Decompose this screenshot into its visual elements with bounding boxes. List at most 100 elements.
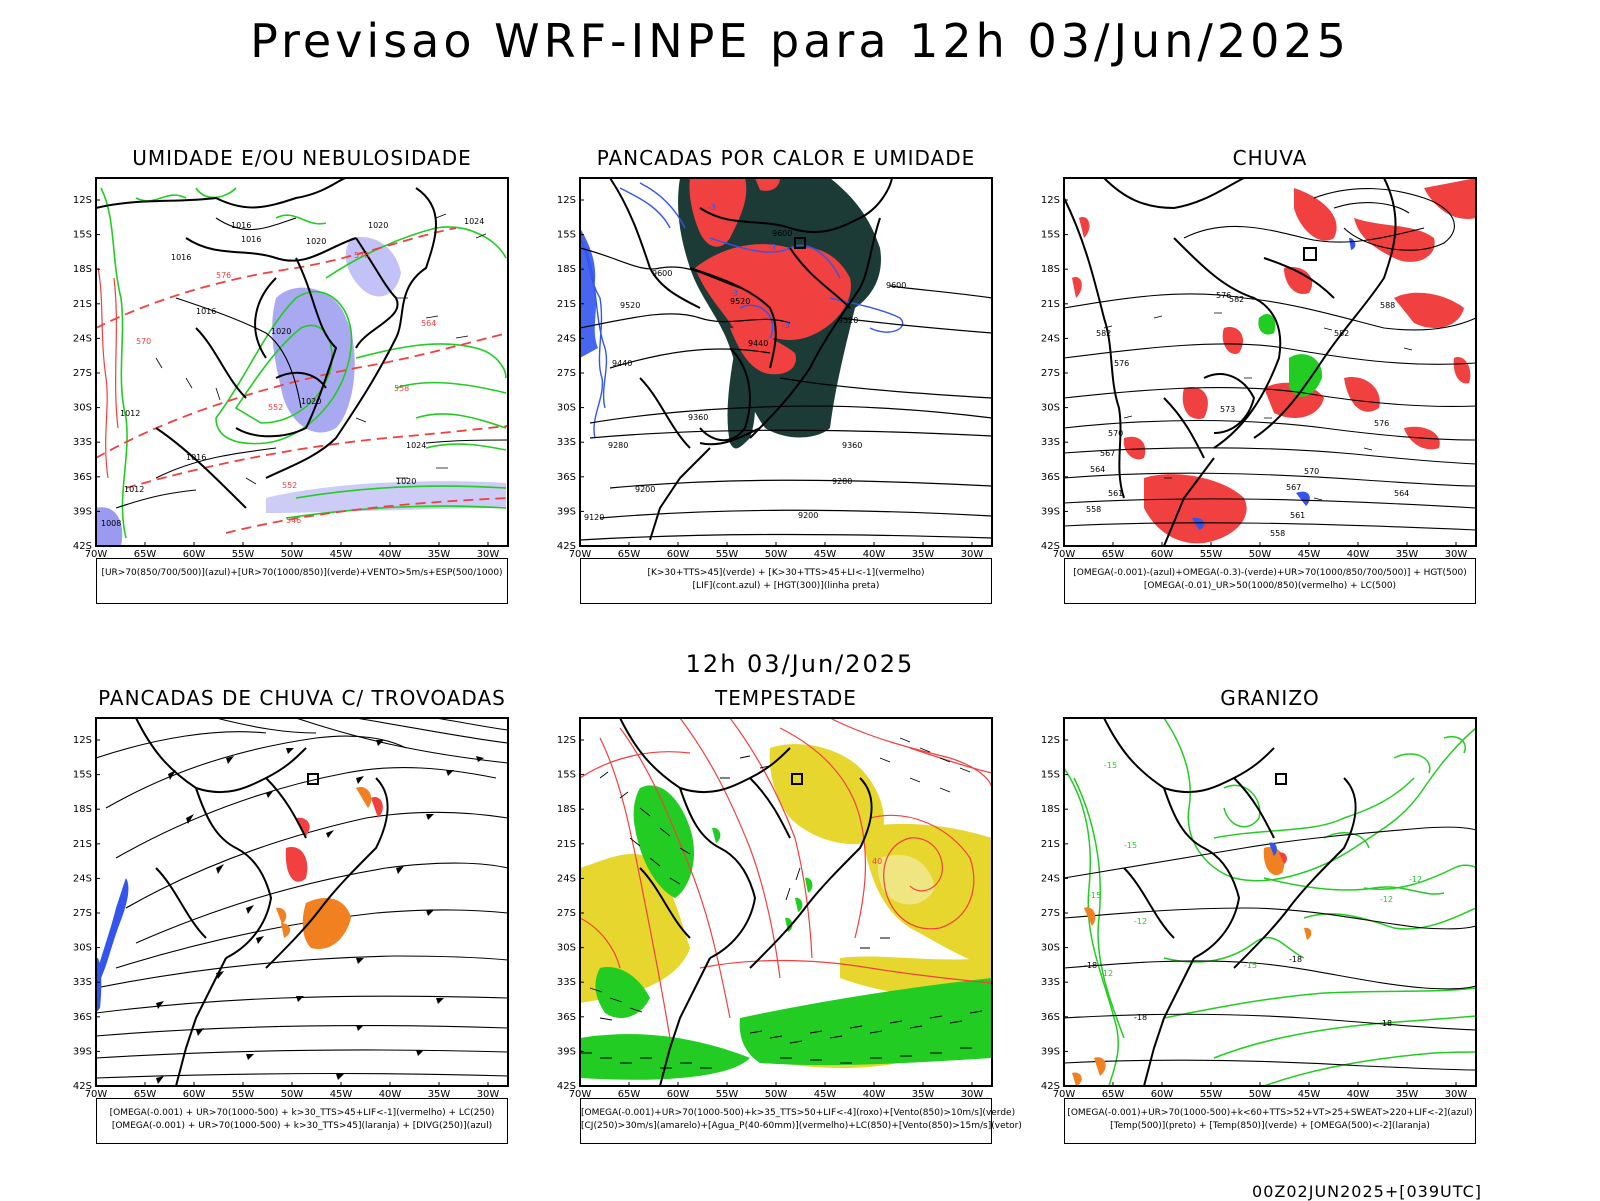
panel-6-lon-axis: 70W 65W 60W 55W 50W 45W 40W 35W 30W (1053, 1082, 1468, 1100)
p1-label: 1016 (241, 235, 261, 244)
panel-2-lat-axis: 12S 15S 18S 21S 24S 27S 30S 33S 36S 39S 42S (557, 195, 584, 552)
p3-label: 573 (1220, 405, 1235, 414)
panel-4-fields (95, 717, 509, 1084)
lon-tick-label: 30W (477, 549, 500, 560)
lat-tick-label: 24S (1041, 873, 1060, 884)
lat-tick-label: 39S (73, 506, 92, 517)
p3-label: 570 (1108, 429, 1123, 438)
lat-tick-label: 12S (1041, 195, 1060, 206)
lat-tick-label: 27S (73, 908, 92, 919)
lon-tick-label: 35W (912, 1089, 935, 1100)
lat-tick-label: 15S (1041, 770, 1060, 781)
lon-tick-label: 70W (1053, 549, 1076, 560)
panel-5-lon-axis: 70W 65W 60W 55W 50W 45W 40W 35W 30W (569, 1082, 984, 1100)
lat-tick-label: 33S (1041, 977, 1060, 988)
lon-tick-label: 50W (281, 549, 304, 560)
lat-tick-label: 39S (557, 506, 576, 517)
panel-4-legend-line: [OMEGA(-0.001) + UR>70(1000-500) + k>30_… (111, 1121, 493, 1131)
p2-label: -3 (782, 321, 790, 330)
p1-label: 1020 (306, 237, 326, 246)
lon-tick-label: 55W (716, 1089, 739, 1100)
p2-label: 9520 (838, 316, 858, 325)
panel-5-legend-line: [OMEGA(-0.001)+UR>70(1000-500)+k>35_TTS>… (581, 1108, 1016, 1118)
lat-tick-label: 15S (557, 230, 576, 241)
p3-label: 564 (1394, 489, 1409, 498)
lon-tick-label: 30W (961, 549, 984, 560)
lat-tick-label: 27S (557, 908, 576, 919)
panel-3-lat-axis: 12S 15S 18S 21S 24S 27S 30S 33S 36S 39S 42S (1041, 195, 1068, 552)
lat-tick-label: 33S (557, 437, 576, 448)
panel-6-legend: [OMEGA(-0.001)+UR>70(1000-500)+k<60+TTS>… (1064, 1098, 1476, 1144)
p3-label: 558 (1086, 505, 1101, 514)
p1-label: 564 (421, 319, 436, 328)
lat-tick-label: 15S (73, 230, 92, 241)
lat-tick-label: 15S (557, 770, 576, 781)
lon-tick-label: 30W (961, 1089, 984, 1100)
p3-label: 582 (1096, 329, 1111, 338)
p2-label: 9360 (688, 413, 708, 422)
lon-tick-label: 65W (134, 1089, 157, 1100)
panel-1-map[interactable]: 1016 1016 1016 1020 1020 1020 1016 1020 … (73, 177, 509, 560)
lon-tick-label: 65W (134, 549, 157, 560)
lat-tick-label: 24S (557, 333, 576, 344)
lon-tick-label: 50W (765, 1089, 788, 1100)
panel-4-map[interactable]: 12S 15S 18S 21S 24S 27S 30S 33S 36S 39S 42S 70W 65W… (73, 717, 509, 1100)
p6-label: -12 (1134, 917, 1147, 926)
lon-tick-label: 65W (618, 1089, 641, 1100)
panel-6-labels: -12 -12 -12 -12 -15 -15 -15 -15 -18 -18 … (1084, 761, 1422, 1028)
lat-tick-label: 36S (1041, 472, 1060, 483)
panel-2-lon-axis: 70W 65W 60W 55W 50W 45W 40W 35W 30W (569, 542, 984, 560)
panel-3-borders (1063, 177, 1397, 547)
lon-tick-label: 50W (765, 549, 788, 560)
lat-tick-label: 30S (73, 943, 92, 954)
lon-tick-label: 30W (1445, 1089, 1468, 1100)
panel-5-map[interactable]: 40 12S 15S 18S 21S 24S 27S 30S 33S 36S 39S 42S 70W… (557, 717, 993, 1100)
p2-label: 9360 (842, 441, 862, 450)
panel-5-title: TEMPESTADE (715, 686, 857, 710)
p2-label: 9280 (608, 441, 628, 450)
lat-tick-label: 24S (73, 873, 92, 884)
lat-tick-label: 18S (1041, 804, 1060, 815)
lon-tick-label: 55W (232, 1089, 255, 1100)
panel-6-map[interactable]: -12 -12 -12 -12 -15 -15 -15 -15 -18 -18 … (1041, 717, 1477, 1100)
p6-label: -15 (1124, 841, 1137, 850)
lon-tick-label: 40W (863, 549, 886, 560)
lon-tick-label: 30W (477, 1089, 500, 1100)
lon-tick-label: 45W (814, 1089, 837, 1100)
lon-tick-label: 60W (1151, 1089, 1174, 1100)
p1-label: 1020 (396, 477, 416, 486)
p1-label: 1020 (301, 397, 321, 406)
panel-6-lat-axis: 12S 15S 18S 21S 24S 27S 30S 33S 36S 39S 42S (1041, 735, 1068, 1092)
panel-2-map[interactable]: 9600 9600 9600 9520 9520 9520 9440 9440 … (557, 177, 993, 560)
p1-label: 1016 (186, 453, 206, 462)
panel-3-map[interactable]: 582 582 582 576 576 576 573 570 570 567 … (1041, 177, 1477, 560)
lon-tick-label: 40W (1347, 549, 1370, 560)
p6-label: -15 (1244, 961, 1257, 970)
panel-3-lon-axis: 70W 65W 60W 55W 50W 45W 40W 35W 30W (1053, 542, 1467, 560)
lat-tick-label: 15S (73, 770, 92, 781)
lon-tick-label: 45W (330, 549, 353, 560)
lon-tick-label: 70W (85, 1089, 108, 1100)
panel-2-legend-line: [LIF](cont.azul) + [HGT(300)](linha pret… (692, 581, 880, 591)
lat-tick-label: 18S (1041, 264, 1060, 275)
p1-label: 1012 (120, 409, 140, 418)
p1-label: 558 (394, 384, 409, 393)
lat-tick-label: 21S (73, 299, 92, 310)
lat-tick-label: 30S (1041, 403, 1060, 414)
p1-label: 1016 (231, 221, 251, 230)
lat-tick-label: 18S (557, 264, 576, 275)
panel-3-title: CHUVA (1232, 146, 1308, 170)
lat-tick-label: 27S (557, 368, 576, 379)
lon-tick-label: 40W (379, 1089, 402, 1100)
p2-label: 9600 (652, 269, 672, 278)
lat-tick-label: 42S (1041, 541, 1060, 552)
p2-label: -3 (730, 289, 738, 298)
p3-label: 558 (1270, 529, 1285, 538)
panel-2-frame (579, 177, 993, 547)
lat-tick-label: 12S (73, 195, 92, 206)
lon-tick-label: 60W (183, 1089, 206, 1100)
lat-tick-label: 18S (557, 804, 576, 815)
lat-tick-label: 24S (73, 333, 92, 344)
panel-4-legend-line: [OMEGA(-0.001) + UR>70(1000-500) + k>30_… (109, 1108, 495, 1118)
lon-tick-label: 35W (1396, 549, 1419, 560)
